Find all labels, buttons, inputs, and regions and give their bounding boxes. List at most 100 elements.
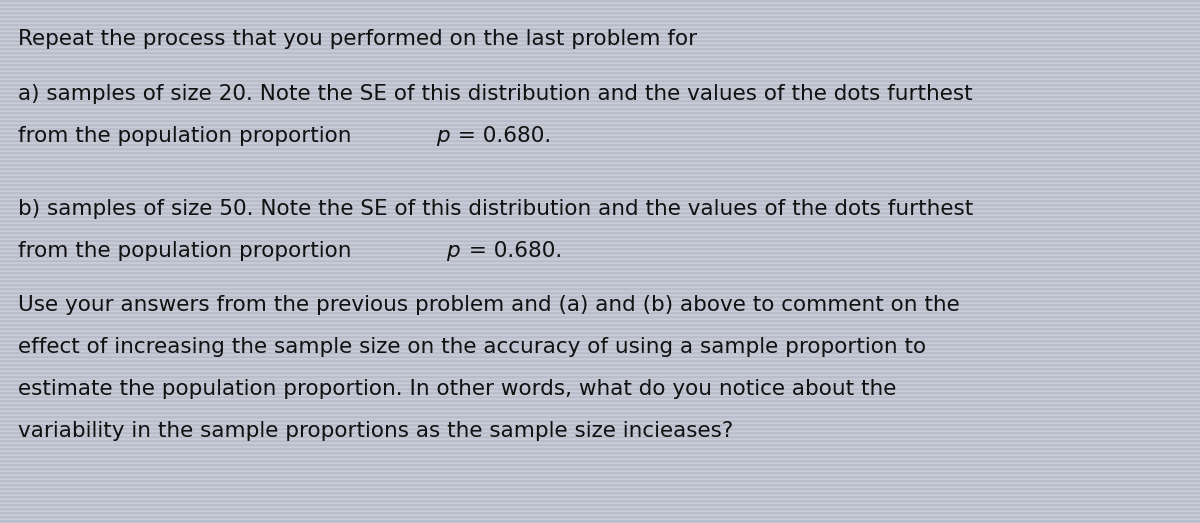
- Bar: [0, 323, 1200, 325]
- Bar: [0, 75, 1200, 77]
- Bar: [0, 241, 1200, 243]
- Bar: [0, 11, 1200, 13]
- Bar: [0, 349, 1200, 351]
- Bar: [0, 205, 1200, 207]
- Bar: [0, 223, 1200, 225]
- Text: p: p: [446, 241, 460, 260]
- Bar: [0, 393, 1200, 395]
- Bar: [0, 29, 1200, 31]
- Bar: [0, 389, 1200, 391]
- Bar: [0, 69, 1200, 71]
- Bar: [0, 147, 1200, 149]
- Bar: [0, 129, 1200, 131]
- Bar: [0, 47, 1200, 49]
- Bar: [0, 173, 1200, 175]
- Bar: [0, 353, 1200, 355]
- Bar: [0, 395, 1200, 397]
- Bar: [0, 285, 1200, 287]
- Bar: [0, 461, 1200, 463]
- Bar: [0, 481, 1200, 483]
- Bar: [0, 209, 1200, 211]
- Bar: [0, 401, 1200, 403]
- Bar: [0, 417, 1200, 419]
- Bar: [0, 255, 1200, 257]
- Bar: [0, 449, 1200, 451]
- Text: a) samples of size 20. Note the SE of this distribution and the values of the do: a) samples of size 20. Note the SE of th…: [18, 84, 973, 104]
- Bar: [0, 119, 1200, 121]
- Bar: [0, 251, 1200, 253]
- Bar: [0, 351, 1200, 353]
- Bar: [0, 409, 1200, 411]
- Bar: [0, 207, 1200, 209]
- Bar: [0, 335, 1200, 337]
- Bar: [0, 489, 1200, 491]
- Bar: [0, 131, 1200, 133]
- Bar: [0, 55, 1200, 57]
- Bar: [0, 499, 1200, 501]
- Bar: [0, 367, 1200, 369]
- Bar: [0, 133, 1200, 135]
- Bar: [0, 359, 1200, 361]
- Bar: [0, 93, 1200, 95]
- Bar: [0, 295, 1200, 297]
- Bar: [0, 445, 1200, 447]
- Bar: [0, 431, 1200, 433]
- Bar: [0, 219, 1200, 221]
- Bar: [0, 187, 1200, 189]
- Bar: [0, 513, 1200, 515]
- Bar: [0, 155, 1200, 157]
- Bar: [0, 97, 1200, 99]
- Bar: [0, 15, 1200, 17]
- Bar: [0, 109, 1200, 111]
- Bar: [0, 17, 1200, 19]
- Bar: [0, 485, 1200, 487]
- Bar: [0, 371, 1200, 373]
- Bar: [0, 59, 1200, 61]
- Text: = 0.680.: = 0.680.: [462, 241, 563, 260]
- Bar: [0, 521, 1200, 523]
- Bar: [0, 471, 1200, 473]
- Bar: [0, 113, 1200, 115]
- Bar: [0, 153, 1200, 155]
- Bar: [0, 493, 1200, 495]
- Bar: [0, 437, 1200, 439]
- Bar: [0, 497, 1200, 499]
- Bar: [0, 253, 1200, 255]
- Bar: [0, 217, 1200, 219]
- Bar: [0, 273, 1200, 275]
- Bar: [0, 287, 1200, 289]
- Bar: [0, 99, 1200, 101]
- Bar: [0, 363, 1200, 365]
- Bar: [0, 63, 1200, 65]
- Bar: [0, 81, 1200, 83]
- Bar: [0, 43, 1200, 45]
- Bar: [0, 277, 1200, 279]
- Bar: [0, 115, 1200, 117]
- Bar: [0, 479, 1200, 481]
- Bar: [0, 473, 1200, 475]
- Text: Use your answers from the previous problem and (a) and (b) above to comment on t: Use your answers from the previous probl…: [18, 295, 960, 315]
- Bar: [0, 39, 1200, 41]
- Bar: [0, 67, 1200, 69]
- Bar: [0, 235, 1200, 237]
- Bar: [0, 31, 1200, 33]
- Text: effect of increasing the sample size on the accuracy of using a sample proportio: effect of increasing the sample size on …: [18, 337, 926, 357]
- Bar: [0, 243, 1200, 245]
- Bar: [0, 469, 1200, 471]
- Bar: [0, 143, 1200, 145]
- Bar: [0, 85, 1200, 87]
- Bar: [0, 267, 1200, 269]
- Bar: [0, 197, 1200, 199]
- Bar: [0, 137, 1200, 139]
- Bar: [0, 303, 1200, 305]
- Text: variability in the sample proportions as the sample size incieases?: variability in the sample proportions as…: [18, 421, 733, 441]
- Bar: [0, 7, 1200, 9]
- Bar: [0, 291, 1200, 293]
- Bar: [0, 453, 1200, 455]
- Bar: [0, 399, 1200, 401]
- Bar: [0, 107, 1200, 109]
- Bar: [0, 427, 1200, 429]
- Bar: [0, 195, 1200, 197]
- Bar: [0, 279, 1200, 281]
- Bar: [0, 121, 1200, 123]
